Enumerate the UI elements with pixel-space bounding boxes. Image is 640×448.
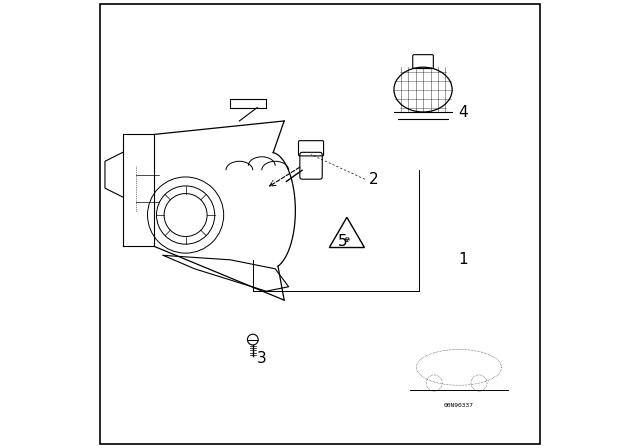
Text: 1: 1 [458,252,468,267]
Text: 5: 5 [337,234,348,250]
Text: ☢: ☢ [344,237,350,243]
Text: 4: 4 [458,104,468,120]
Text: 3: 3 [257,351,267,366]
Text: 00N90337: 00N90337 [444,403,474,408]
Text: 2: 2 [369,172,379,187]
